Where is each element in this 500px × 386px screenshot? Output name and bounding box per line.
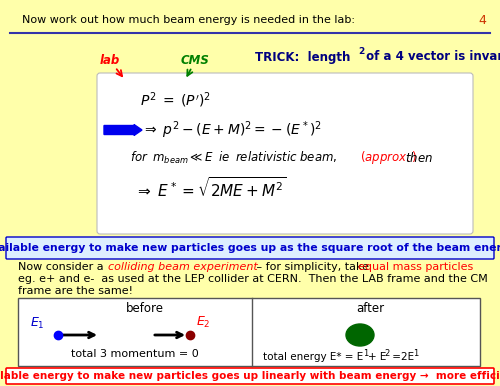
Text: total energy E* = E: total energy E* = E	[263, 352, 363, 362]
Text: 1: 1	[363, 349, 368, 359]
Text: Now work out how much beam energy is needed in the lab:: Now work out how much beam energy is nee…	[22, 15, 355, 25]
FancyBboxPatch shape	[6, 368, 494, 384]
Text: CMS: CMS	[180, 54, 210, 66]
Text: $then$: $then$	[405, 151, 433, 165]
Text: eg. e+ and e-  as used at the LEP collider at CERN.  Then the LAB frame and the : eg. e+ and e- as used at the LEP collide…	[18, 274, 488, 284]
Text: $P^2 \;=\; (P')^2$: $P^2 \;=\; (P')^2$	[140, 90, 211, 110]
Text: $\Rightarrow \; p^2 - (E+M)^2 = -(E^*)^2$: $\Rightarrow \; p^2 - (E+M)^2 = -(E^*)^2…	[142, 119, 322, 141]
Text: 2: 2	[384, 349, 389, 359]
Text: frame are the same!: frame are the same!	[18, 286, 133, 296]
Text: + E: + E	[368, 352, 386, 362]
Text: lab: lab	[100, 54, 120, 66]
Text: 1: 1	[413, 349, 418, 359]
Text: of a 4 vector is invariant!!!: of a 4 vector is invariant!!!	[362, 51, 500, 64]
Text: Available energy to make new particles goes up linearly with beam energy →  more: Available energy to make new particles g…	[0, 371, 500, 381]
Text: 2: 2	[358, 47, 364, 56]
Text: Available energy to make new particles goes up as the square root of the beam en: Available energy to make new particles g…	[0, 243, 500, 253]
Text: $E_1$: $E_1$	[30, 315, 44, 330]
FancyBboxPatch shape	[18, 298, 480, 366]
Ellipse shape	[346, 324, 374, 346]
Text: $(approx.)$: $(approx.)$	[360, 149, 418, 166]
Text: after: after	[356, 303, 384, 315]
Text: before: before	[126, 303, 164, 315]
Text: TRICK:  length: TRICK: length	[255, 51, 350, 64]
Text: colliding beam experiment: colliding beam experiment	[108, 262, 258, 272]
Text: total 3 momentum = 0: total 3 momentum = 0	[71, 349, 199, 359]
Text: $E_2$: $E_2$	[196, 315, 210, 330]
FancyBboxPatch shape	[6, 237, 494, 259]
FancyBboxPatch shape	[97, 73, 473, 234]
Text: 4: 4	[478, 14, 486, 27]
FancyArrow shape	[104, 125, 142, 135]
Text: Now consider a: Now consider a	[18, 262, 107, 272]
Text: $\Rightarrow \; E^* = \sqrt{2ME + M^2}$: $\Rightarrow \; E^* = \sqrt{2ME + M^2}$	[135, 176, 286, 200]
Text: equal mass particles: equal mass particles	[358, 262, 473, 272]
Text: =2E: =2E	[389, 352, 414, 362]
Text: – for simplicity, take: – for simplicity, take	[253, 262, 372, 272]
Text: $for \;\; m_{beam} \ll E \;\; ie \;\; relativistic \; beam,$: $for \;\; m_{beam} \ll E \;\; ie \;\; re…	[130, 150, 338, 166]
